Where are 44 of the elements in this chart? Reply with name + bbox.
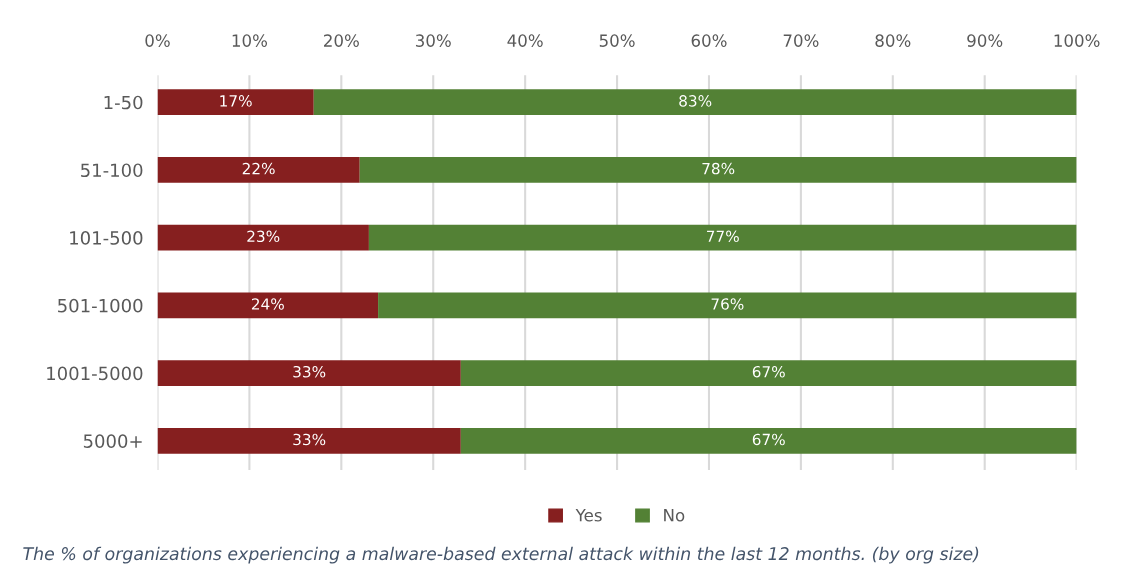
text: 33%	[293, 365, 326, 378]
bar	[368, 224, 1077, 251]
bar	[460, 427, 1077, 454]
bar	[157, 360, 461, 386]
y-tick-label: 1001-5000	[47, 366, 143, 381]
bar	[460, 360, 1077, 386]
x-tick-label: 50%	[599, 34, 635, 47]
text: 76%	[711, 298, 744, 310]
text: 78%	[702, 162, 735, 175]
x-tick-label: 30%	[415, 34, 451, 47]
text: 67%	[752, 365, 785, 378]
bar	[157, 427, 461, 454]
legend-label: Yes	[575, 509, 602, 522]
text: 67%	[752, 433, 785, 446]
text: 17%	[220, 95, 252, 107]
y-tick-label: 501-1000	[58, 298, 143, 313]
bar	[157, 292, 379, 319]
x-tick-label: 0%	[145, 34, 170, 47]
bar	[359, 157, 1077, 183]
y-tick-label: 1-50	[104, 95, 143, 110]
bar	[313, 89, 1077, 116]
y-tick-label: 101-500	[70, 231, 143, 245]
text: 24%	[251, 298, 284, 310]
y-tick-label: 5000+	[83, 434, 142, 448]
bar	[157, 157, 360, 183]
text: The % of organizations experiencing a malware-based external attack within the last 12 months. (by org size)	[23, 546, 979, 564]
bar	[157, 89, 314, 116]
x-tick-label: 90%	[967, 34, 1003, 47]
y-tick-label: 51-100	[81, 163, 143, 178]
text: 22%	[242, 162, 275, 175]
text: 33%	[293, 433, 326, 446]
bar	[378, 292, 1077, 319]
x-tick-label: 60%	[691, 34, 727, 47]
text: 23%	[247, 230, 280, 243]
legend-label: No	[664, 509, 685, 522]
x-tick-label: 70%	[783, 34, 819, 47]
text: 83%	[679, 95, 712, 107]
x-tick-label: 20%	[324, 34, 359, 47]
x-tick-label: 100%	[1054, 34, 1100, 47]
bar	[157, 224, 369, 251]
x-tick-label: 40%	[507, 34, 543, 47]
text: 77%	[707, 230, 739, 243]
x-tick-label: 10%	[232, 34, 268, 47]
x-tick-label: 80%	[875, 34, 911, 47]
